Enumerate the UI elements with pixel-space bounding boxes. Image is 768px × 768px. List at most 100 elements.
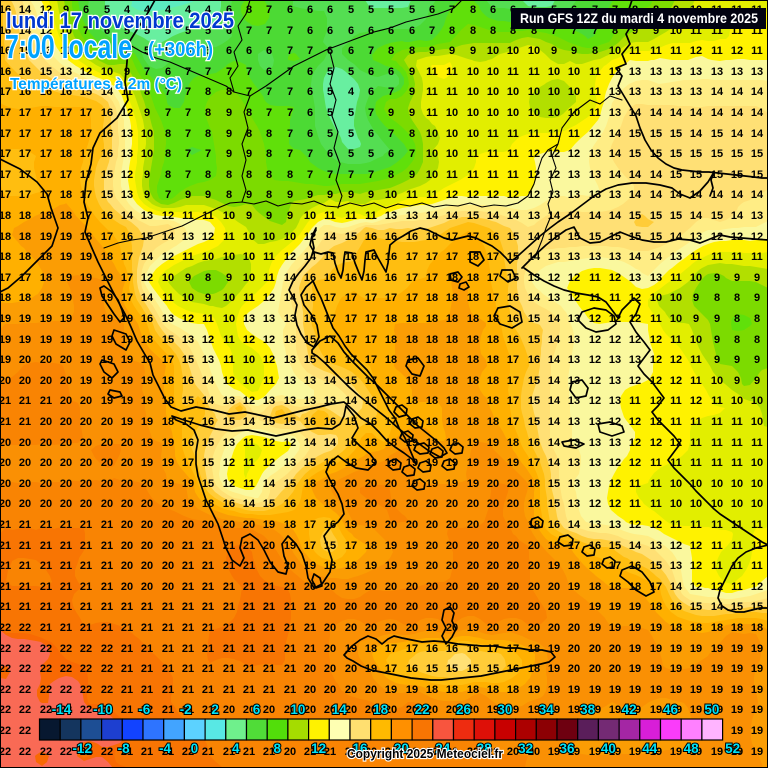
svg-text:17: 17 (345, 313, 357, 325)
svg-text:19: 19 (426, 457, 438, 469)
svg-text:19: 19 (670, 663, 682, 675)
svg-text:9: 9 (226, 128, 232, 140)
svg-text:Températures à 2m (°C): Températures à 2m (°C) (10, 76, 182, 93)
svg-text:21: 21 (243, 663, 255, 675)
svg-text:24: 24 (435, 741, 451, 756)
svg-text:20: 20 (365, 704, 377, 716)
svg-text:11: 11 (650, 498, 662, 510)
svg-text:12: 12 (609, 416, 621, 428)
svg-text:21: 21 (263, 643, 275, 655)
svg-text:5: 5 (327, 128, 333, 140)
svg-text:15: 15 (609, 231, 621, 243)
svg-text:7: 7 (205, 66, 211, 78)
svg-text:20: 20 (324, 622, 336, 634)
svg-text:5: 5 (327, 86, 333, 98)
svg-text:19: 19 (650, 684, 662, 696)
svg-text:20: 20 (0, 375, 11, 387)
svg-text:13: 13 (568, 457, 580, 469)
svg-text:17: 17 (0, 272, 11, 284)
svg-text:19: 19 (751, 684, 763, 696)
svg-text:14: 14 (263, 478, 276, 490)
svg-text:10: 10 (548, 107, 560, 119)
svg-text:36: 36 (559, 741, 575, 756)
svg-text:16: 16 (528, 354, 540, 366)
svg-text:10: 10 (141, 148, 153, 160)
svg-text:20: 20 (121, 519, 133, 531)
svg-text:13: 13 (650, 540, 662, 552)
svg-text:12: 12 (629, 313, 641, 325)
svg-text:14: 14 (690, 128, 703, 140)
svg-text:19: 19 (467, 437, 479, 449)
svg-text:7: 7 (592, 25, 598, 37)
svg-text:11: 11 (589, 272, 601, 284)
svg-text:22: 22 (0, 704, 11, 716)
svg-text:20: 20 (426, 498, 438, 510)
svg-text:20: 20 (243, 519, 255, 531)
svg-text:19: 19 (670, 746, 682, 758)
svg-text:20: 20 (324, 581, 336, 593)
svg-text:18: 18 (446, 354, 458, 366)
svg-text:9: 9 (409, 66, 415, 78)
svg-text:9: 9 (734, 354, 740, 366)
svg-text:19: 19 (365, 457, 377, 469)
svg-text:16: 16 (426, 643, 438, 655)
svg-text:16: 16 (182, 437, 194, 449)
svg-text:52: 52 (725, 741, 740, 756)
svg-text:9: 9 (327, 189, 333, 201)
svg-text:18: 18 (365, 643, 377, 655)
svg-text:7: 7 (165, 86, 171, 98)
svg-text:11: 11 (751, 251, 763, 263)
svg-text:9: 9 (409, 107, 415, 119)
svg-text:13: 13 (609, 437, 621, 449)
svg-text:16: 16 (0, 45, 11, 57)
svg-text:7: 7 (327, 169, 333, 181)
svg-text:20: 20 (345, 601, 357, 613)
svg-text:11: 11 (202, 210, 214, 222)
svg-text:16: 16 (507, 313, 519, 325)
svg-text:17: 17 (19, 189, 31, 201)
svg-text:5: 5 (144, 45, 150, 57)
svg-text:19: 19 (690, 643, 702, 655)
svg-text:11: 11 (426, 189, 438, 201)
svg-text:20: 20 (507, 622, 519, 634)
svg-text:21: 21 (243, 601, 255, 613)
svg-text:17: 17 (365, 375, 377, 387)
svg-text:20: 20 (263, 540, 275, 552)
svg-text:18: 18 (426, 416, 438, 428)
svg-text:19: 19 (60, 231, 72, 243)
svg-text:20: 20 (568, 643, 580, 655)
svg-text:20: 20 (19, 354, 31, 366)
svg-text:21: 21 (0, 519, 11, 531)
svg-text:6: 6 (307, 25, 313, 37)
svg-text:20: 20 (528, 622, 540, 634)
svg-text:21: 21 (80, 519, 92, 531)
svg-text:19: 19 (629, 601, 641, 613)
svg-text:7: 7 (368, 107, 374, 119)
svg-text:18: 18 (589, 581, 601, 593)
svg-text:12: 12 (751, 231, 763, 243)
svg-text:12: 12 (589, 395, 601, 407)
svg-text:12: 12 (121, 169, 133, 181)
svg-text:20: 20 (141, 560, 153, 572)
svg-text:13: 13 (690, 231, 702, 243)
svg-text:8: 8 (754, 334, 760, 346)
svg-text:18: 18 (446, 395, 458, 407)
svg-text:22: 22 (19, 622, 31, 634)
svg-text:10: 10 (548, 86, 560, 98)
svg-text:13: 13 (589, 478, 601, 490)
svg-text:18: 18 (528, 519, 540, 531)
svg-text:40: 40 (601, 741, 616, 756)
svg-text:8: 8 (388, 45, 394, 57)
svg-text:20: 20 (324, 643, 336, 655)
svg-text:15: 15 (101, 169, 113, 181)
svg-text:12: 12 (263, 457, 275, 469)
svg-text:17: 17 (304, 540, 316, 552)
svg-text:20: 20 (60, 395, 72, 407)
svg-text:11: 11 (263, 251, 275, 263)
svg-text:15: 15 (650, 231, 662, 243)
svg-text:20: 20 (385, 601, 397, 613)
svg-text:19: 19 (568, 704, 580, 716)
svg-text:12: 12 (40, 4, 52, 16)
svg-text:10: 10 (141, 128, 153, 140)
svg-text:18: 18 (426, 375, 438, 387)
